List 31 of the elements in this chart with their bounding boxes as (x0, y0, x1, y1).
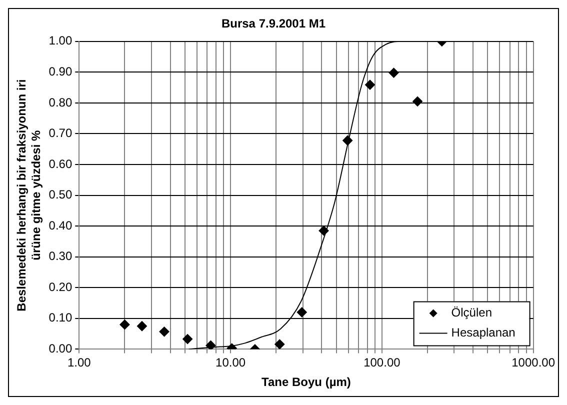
point (318, 226, 329, 236)
y-tick-label: 1.00 (48, 34, 72, 48)
y-tick-label: 0.80 (48, 95, 72, 110)
y-tick-label: 0.20 (48, 280, 72, 294)
point (342, 136, 353, 146)
point (388, 68, 399, 78)
chart-title: Bursa 7.9.2001 M1 (221, 16, 326, 31)
x-tick-label: 10.00 (216, 356, 246, 370)
point (136, 321, 147, 332)
legend-label: Hesaplanan (451, 326, 516, 340)
point (364, 80, 375, 90)
y-tick-label: 0.40 (48, 218, 72, 232)
y-axis-title: Beslemedeki herhangi bir fraksiyonun iri ürüne gitme yüzdesi % (14, 79, 43, 312)
y-tick-label: 0.70 (48, 126, 72, 140)
point (206, 340, 216, 350)
point (412, 96, 423, 106)
point (159, 326, 170, 337)
x-tick-label: 100.00 (364, 356, 401, 370)
y-tick-label: 0.60 (48, 156, 72, 171)
y-tick-label: 0.00 (48, 342, 72, 356)
point (182, 334, 193, 344)
y-tick-label: 0.90 (48, 64, 72, 78)
y-tick-label: 0.50 (48, 188, 72, 202)
point (274, 339, 285, 350)
legend-label: Ölçülen (451, 306, 492, 320)
x-tick-label: 1000.00 (512, 356, 556, 370)
y-tick-label: 0.10 (48, 310, 72, 325)
x-axis-title: Tane Boyu (µm) (262, 375, 351, 390)
point (296, 307, 307, 318)
y-tick-label: 0.30 (48, 249, 72, 264)
x-tick-label: 1.00 (67, 356, 92, 370)
